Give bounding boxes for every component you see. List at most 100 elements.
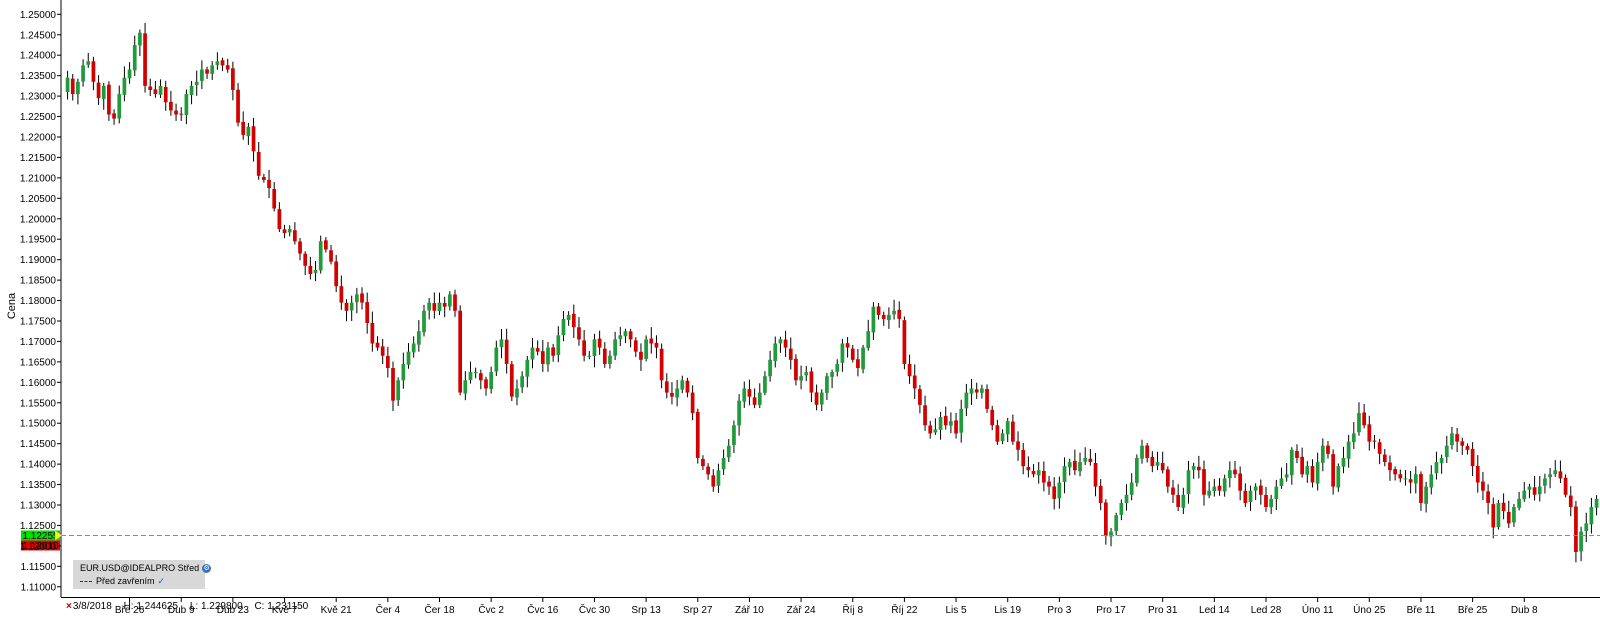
gear-icon[interactable]: ⚙ — [202, 564, 212, 574]
candle-body — [385, 356, 390, 369]
y-tick-label: 1.22500 — [20, 112, 57, 123]
candle-body — [1093, 462, 1098, 487]
candle-body — [262, 176, 266, 180]
candle-body — [814, 392, 819, 405]
candle-body — [695, 411, 700, 458]
candle-body — [556, 335, 561, 355]
candle-body — [463, 380, 468, 394]
candle-body — [1568, 495, 1573, 508]
candle-body — [427, 302, 432, 311]
x-tick-label: Zář 10 — [735, 605, 764, 616]
candle-body — [1171, 487, 1175, 495]
candle-body — [1548, 474, 1552, 478]
candle-body — [623, 331, 628, 337]
candle-body — [1264, 494, 1268, 508]
candle-body — [205, 69, 209, 74]
y-tick-label: 1.20500 — [20, 194, 57, 205]
candle-body — [1512, 507, 1516, 523]
candle-body — [1284, 474, 1289, 478]
candle-body — [1429, 474, 1434, 488]
legend-box[interactable]: EUR.USD@IDEALPRO Střed ⚙ Před zavřením ✓ — [73, 560, 212, 589]
candle-body — [726, 445, 731, 458]
candle-body — [649, 338, 654, 344]
candle-body — [1295, 450, 1299, 458]
candle-body — [143, 33, 147, 86]
candle-body — [174, 110, 178, 115]
x-tick-label: Dub 8 — [1511, 605, 1538, 616]
candle-body — [1279, 478, 1284, 487]
candle-body — [1346, 441, 1351, 459]
candle-body — [685, 380, 690, 393]
candle-body — [633, 340, 638, 352]
candle-body — [1357, 412, 1361, 433]
candle-body — [473, 372, 478, 374]
x-tick-label: Úno 11 — [1302, 603, 1334, 616]
candle-body — [287, 228, 292, 233]
candle-body — [757, 392, 762, 405]
y-tick-label: 1.21500 — [20, 153, 57, 164]
candle-body — [406, 351, 411, 365]
candle-body — [1109, 531, 1113, 537]
candle-body — [1393, 469, 1397, 475]
candle-body — [902, 320, 907, 364]
candle-body — [313, 269, 318, 273]
candle-body — [375, 342, 380, 348]
candle-body — [881, 314, 886, 319]
y-tick-label: 1.12000 — [20, 541, 57, 552]
candle-body — [1553, 470, 1558, 475]
candle-body — [1217, 485, 1222, 491]
candle-body — [231, 68, 235, 90]
candle-body — [1253, 486, 1258, 491]
candle-body — [571, 313, 576, 328]
y-tick-label: 1.18000 — [20, 296, 57, 307]
candle-body — [267, 179, 271, 189]
y-tick-label: 1.23000 — [20, 92, 57, 103]
candle-body — [303, 253, 308, 266]
candle-body — [1227, 470, 1232, 479]
candle-body — [256, 151, 261, 176]
candle-body — [76, 81, 80, 95]
candle-body — [1470, 448, 1475, 467]
candle-body — [1016, 441, 1020, 450]
candle-body — [437, 302, 442, 312]
candle-body — [985, 389, 989, 409]
y-tick-label: 1.15500 — [20, 398, 57, 409]
candle-body — [856, 359, 860, 369]
candle-body — [618, 335, 623, 340]
y-tick-label: 1.19000 — [20, 255, 57, 266]
candle-body — [907, 363, 912, 377]
candle-body — [344, 302, 349, 311]
candle-body — [241, 121, 246, 135]
candle-body — [1506, 511, 1511, 524]
candle-body — [148, 86, 153, 90]
candle-body — [752, 397, 757, 405]
candle-body — [1165, 469, 1170, 487]
candle-body — [277, 209, 282, 229]
legend-instrument-row[interactable]: EUR.USD@IDEALPRO Střed ⚙ — [80, 563, 212, 574]
candle-body — [1269, 498, 1274, 508]
y-tick-label: 1.19500 — [20, 235, 57, 246]
candle-body — [184, 94, 189, 116]
x-tick-label: Zář 24 — [787, 605, 816, 616]
x-tick-label: Čer 18 — [424, 603, 454, 616]
candle-body — [360, 293, 364, 303]
legend-line-row[interactable]: Před zavřením ✓ — [80, 576, 165, 587]
candle-body — [1186, 470, 1191, 495]
check-icon[interactable]: ✓ — [157, 576, 166, 586]
candle-body — [127, 69, 132, 79]
y-axis-label: Cena — [6, 292, 18, 319]
candle-body — [1326, 445, 1330, 454]
y-tick-label: 1.16000 — [20, 378, 57, 389]
candle-body — [1543, 478, 1547, 486]
candle-body — [1491, 504, 1496, 528]
close-icon[interactable]: × — [66, 601, 72, 612]
candle-body — [587, 355, 592, 357]
x-tick-label: Čvc 2 — [478, 603, 504, 616]
y-tick-label: 1.20000 — [20, 214, 57, 225]
candle-body — [1067, 462, 1072, 468]
y-tick-label: 1.25000 — [20, 10, 57, 21]
candle-body — [1052, 486, 1057, 499]
candle-body — [1331, 454, 1335, 487]
candle-body — [225, 65, 230, 70]
